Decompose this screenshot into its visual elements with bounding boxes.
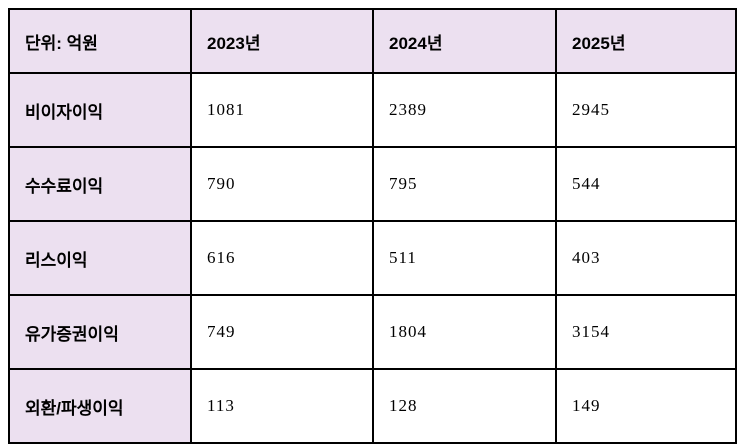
table-row-securities-income: 유가증권이익 749 1804 3154 <box>8 294 737 370</box>
row-label: 수수료이익 <box>8 146 192 222</box>
value-cell: 1804 <box>372 294 557 370</box>
value-cell: 128 <box>372 368 557 444</box>
column-header-2025: 2025년 <box>555 8 737 74</box>
table-row-fee-income: 수수료이익 790 795 544 <box>8 146 737 222</box>
row-label: 리스이익 <box>8 220 192 296</box>
value-cell: 795 <box>372 146 557 222</box>
value-cell: 2945 <box>555 72 737 148</box>
value-cell: 113 <box>190 368 374 444</box>
value-cell: 3154 <box>555 294 737 370</box>
row-label: 외환/파생이익 <box>8 368 192 444</box>
column-header-2023: 2023년 <box>190 8 374 74</box>
value-cell: 511 <box>372 220 557 296</box>
header-row: 단위: 억원 2023년 2024년 2025년 <box>8 8 737 74</box>
unit-label-cell: 단위: 억원 <box>8 8 192 74</box>
table-row-fx-derivatives-income: 외환/파생이익 113 128 149 <box>8 368 737 444</box>
value-cell: 403 <box>555 220 737 296</box>
row-label: 유가증권이익 <box>8 294 192 370</box>
column-header-2024: 2024년 <box>372 8 557 74</box>
value-cell: 149 <box>555 368 737 444</box>
value-cell: 2389 <box>372 72 557 148</box>
table-row-lease-income: 리스이익 616 511 403 <box>8 220 737 296</box>
value-cell: 544 <box>555 146 737 222</box>
value-cell: 749 <box>190 294 374 370</box>
table-row-non-interest-income: 비이자이익 1081 2389 2945 <box>8 72 737 148</box>
value-cell: 616 <box>190 220 374 296</box>
value-cell: 790 <box>190 146 374 222</box>
financial-data-table: 단위: 억원 2023년 2024년 2025년 비이자이익 1081 2389… <box>8 8 737 444</box>
row-label: 비이자이익 <box>8 72 192 148</box>
value-cell: 1081 <box>190 72 374 148</box>
